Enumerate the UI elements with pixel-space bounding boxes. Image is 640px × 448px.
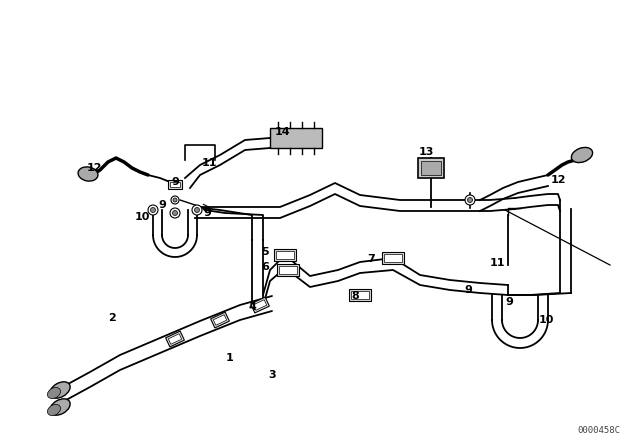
Text: 5: 5: [261, 247, 269, 257]
Text: 12: 12: [550, 175, 566, 185]
Circle shape: [171, 196, 179, 204]
Text: 9: 9: [505, 297, 513, 307]
Bar: [168, 334, 182, 344]
Ellipse shape: [47, 405, 61, 416]
Text: 3: 3: [268, 370, 276, 380]
Text: 9: 9: [171, 177, 179, 187]
Bar: [253, 300, 267, 310]
Bar: [418, 158, 444, 178]
Text: 10: 10: [538, 315, 554, 325]
Text: 9: 9: [203, 208, 211, 218]
Bar: [351, 291, 369, 299]
Circle shape: [173, 211, 177, 215]
Circle shape: [465, 195, 475, 205]
Bar: [384, 254, 402, 262]
Bar: [211, 312, 229, 328]
Text: 11: 11: [201, 158, 217, 168]
Text: 4: 4: [248, 302, 256, 312]
Circle shape: [170, 208, 180, 218]
Text: 11: 11: [489, 258, 505, 268]
Ellipse shape: [78, 167, 98, 181]
Ellipse shape: [50, 382, 70, 398]
Text: 6: 6: [261, 262, 269, 272]
Circle shape: [148, 205, 158, 215]
Bar: [276, 251, 294, 259]
Text: 9: 9: [158, 200, 166, 210]
Bar: [213, 315, 227, 325]
Ellipse shape: [47, 388, 61, 399]
Text: 2: 2: [108, 313, 116, 323]
Text: 14: 14: [275, 127, 291, 137]
Circle shape: [192, 205, 202, 215]
Circle shape: [150, 207, 156, 212]
Text: 12: 12: [86, 163, 102, 173]
Bar: [170, 182, 180, 188]
Bar: [421, 161, 441, 175]
Bar: [274, 249, 296, 261]
Text: 10: 10: [134, 212, 150, 222]
Text: 13: 13: [419, 147, 434, 157]
Circle shape: [173, 198, 177, 202]
Text: 0000458C: 0000458C: [577, 426, 620, 435]
Bar: [251, 297, 269, 313]
Circle shape: [195, 207, 200, 212]
Ellipse shape: [50, 399, 70, 415]
Text: 7: 7: [367, 254, 375, 264]
Bar: [382, 252, 404, 264]
Text: 8: 8: [351, 291, 359, 301]
Bar: [166, 331, 184, 347]
Text: 1: 1: [226, 353, 234, 363]
Bar: [270, 128, 322, 148]
Bar: [277, 264, 299, 276]
Bar: [168, 181, 182, 190]
Bar: [349, 289, 371, 301]
Ellipse shape: [572, 147, 593, 163]
Bar: [279, 266, 297, 274]
Text: 9: 9: [464, 285, 472, 295]
Circle shape: [467, 198, 472, 202]
